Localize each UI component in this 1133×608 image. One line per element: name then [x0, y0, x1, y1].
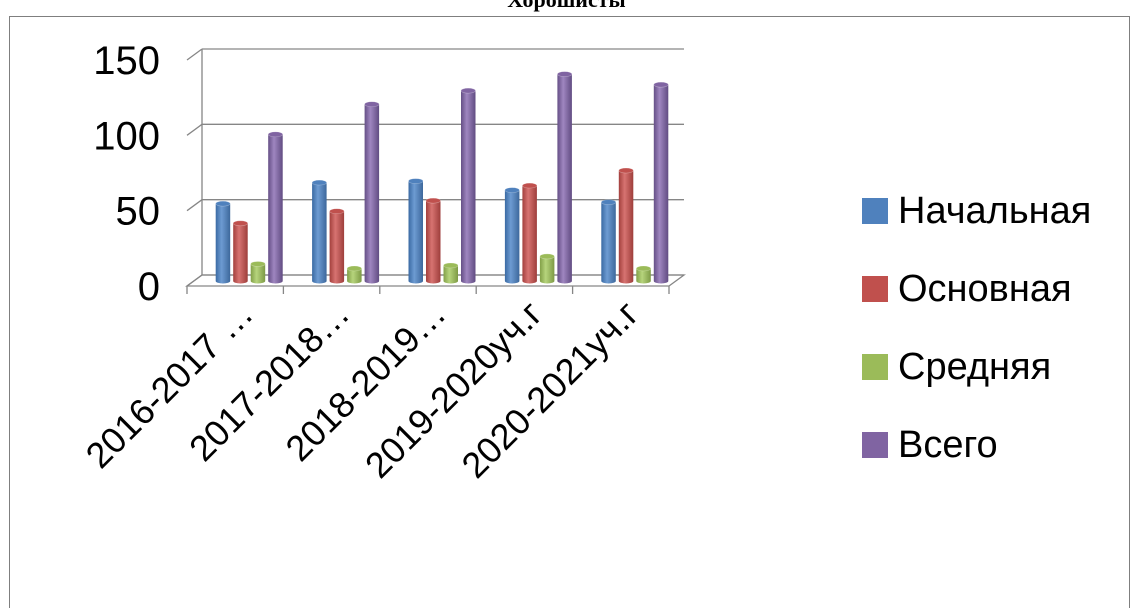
bar	[600, 199, 617, 284]
bar	[408, 178, 424, 284]
bar-top	[408, 178, 424, 184]
bar	[250, 261, 266, 284]
bar-body	[522, 185, 537, 284]
bar-body	[443, 265, 458, 284]
bar-top	[522, 182, 538, 189]
bar-top	[460, 87, 476, 94]
bar	[267, 131, 284, 284]
bar-body	[233, 223, 248, 284]
bar-body	[618, 170, 634, 284]
bar-body	[250, 263, 266, 284]
bar-top	[232, 220, 248, 227]
bar-body	[347, 268, 362, 284]
bar-body	[601, 202, 616, 284]
y-tick-label: 150	[93, 39, 160, 83]
bar-body	[653, 84, 669, 284]
bar-top	[329, 208, 345, 215]
bar-top	[557, 71, 573, 77]
bar-top	[364, 101, 380, 108]
bar	[653, 81, 669, 284]
bar-body	[539, 256, 555, 284]
bar-top	[215, 200, 231, 207]
title-strip: Хорошисты	[0, 0, 1133, 16]
bar	[522, 182, 538, 284]
bar	[443, 262, 459, 284]
bar-body	[364, 104, 380, 284]
y-tick-label: 100	[93, 114, 160, 158]
bar	[329, 208, 345, 284]
bar	[232, 220, 248, 284]
bar-top	[443, 262, 459, 269]
legend-swatch	[862, 432, 888, 458]
legend-swatch	[862, 276, 888, 302]
bar-body	[461, 90, 476, 284]
bars-layer	[215, 71, 669, 284]
page-title: Хорошисты	[0, 0, 1133, 13]
legend-layer: Начальная Основная Средняя Всего	[862, 190, 1091, 466]
legend-swatch	[862, 198, 888, 224]
legend-label: Всего	[898, 424, 998, 466]
bar	[557, 71, 573, 284]
bar-top	[618, 167, 634, 174]
bar-body	[268, 134, 283, 284]
chart-frame	[9, 16, 1130, 608]
bar-body	[557, 74, 572, 284]
bar-body	[329, 211, 345, 284]
bar-top	[539, 253, 555, 260]
bar-top	[653, 81, 669, 88]
legend-label: Начальная	[898, 190, 1091, 232]
y-tick-label: 0	[138, 265, 160, 309]
bar	[425, 197, 441, 284]
bar-body	[426, 200, 441, 284]
bar	[539, 253, 555, 284]
bar	[504, 187, 520, 284]
bar-top	[346, 265, 362, 272]
bar-body	[408, 181, 423, 284]
bar	[215, 200, 231, 284]
bar-top	[267, 131, 284, 138]
y-tick-label: 50	[116, 190, 161, 234]
grid-layer	[185, 48, 686, 294]
bar	[346, 265, 362, 284]
gridline-depth	[186, 123, 203, 136]
bar-body	[215, 203, 231, 284]
legend-swatch	[862, 354, 888, 380]
bar-body	[636, 268, 651, 284]
legend-label: Основная	[898, 268, 1072, 310]
bar	[364, 101, 380, 284]
bar-top	[250, 261, 266, 267]
bar	[635, 265, 652, 284]
bar	[311, 179, 327, 284]
bar-body	[504, 190, 520, 284]
x-tick-label: 2016-2017 …	[78, 293, 261, 476]
bar	[618, 167, 634, 284]
gridline-depth	[186, 48, 203, 61]
bar-top	[600, 199, 617, 205]
bar-body	[312, 182, 327, 284]
bar-top	[311, 179, 327, 186]
bar-top	[635, 265, 652, 272]
bar-top	[425, 197, 441, 204]
bar-top	[504, 187, 520, 193]
bar	[460, 87, 476, 284]
floor	[185, 274, 686, 287]
gridline-depth	[186, 199, 203, 212]
legend-label: Средняя	[898, 346, 1051, 388]
